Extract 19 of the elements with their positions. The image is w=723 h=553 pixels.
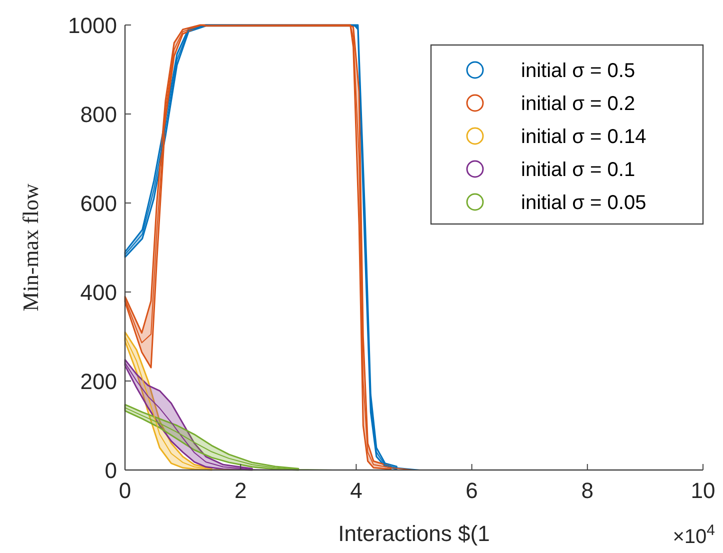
x-tick-label: 6	[466, 478, 478, 503]
x-tick-label: 10	[690, 478, 716, 503]
y-tick-label: 0	[104, 458, 117, 483]
text: ×10$^{4}$	[672, 522, 715, 548]
legend-label: initial σ = 0.2	[521, 93, 636, 115]
y-tick-label: 200	[80, 369, 117, 394]
legend-label: initial σ = 0.5	[521, 60, 636, 82]
legend-label: initial σ = 0.05	[521, 192, 646, 214]
y-tick-label: 400	[80, 280, 117, 305]
x-tick-label: 4	[350, 478, 362, 503]
y-tick-label: 800	[80, 102, 117, 127]
y-tick-label: 1000	[68, 13, 117, 38]
y-axis-title: Min-max flow	[18, 184, 43, 312]
legend-label: initial σ = 0.1	[521, 159, 636, 181]
x-axis-title: Interactions $(1	[338, 521, 490, 546]
x-tick-label: 8	[581, 478, 594, 503]
x-tick-label: 2	[234, 478, 247, 503]
legend-label: initial σ = 0.14	[521, 126, 646, 148]
y-tick-label: 600	[80, 191, 117, 216]
